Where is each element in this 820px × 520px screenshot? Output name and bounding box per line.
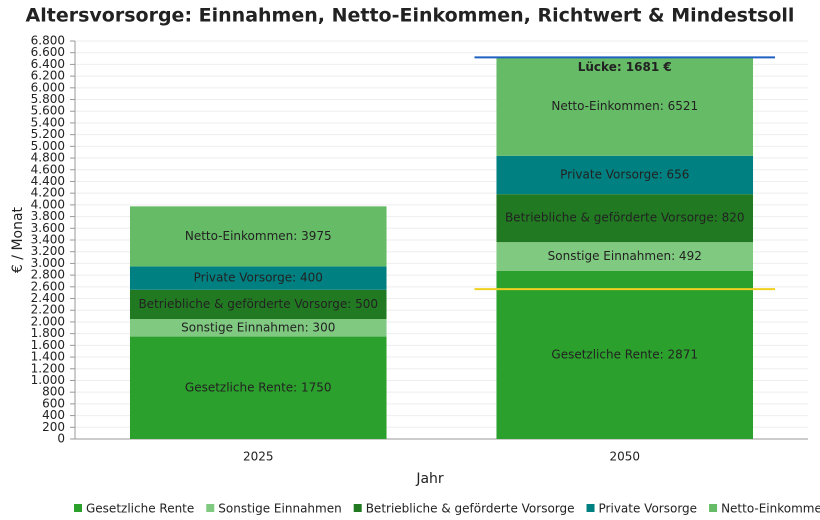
y-tick-label: 1.600: [31, 338, 65, 352]
chart-title: Altersvorsorge: Einnahmen, Netto-Einkomm…: [26, 5, 795, 27]
y-tick-label: 800: [42, 385, 65, 399]
y-tick-label: 2.400: [31, 291, 65, 305]
y-tick-label: 200: [42, 420, 65, 434]
y-tick-label: 4.000: [31, 197, 65, 211]
gap-label: Lücke: 1681 €: [578, 60, 672, 74]
data-label: Betriebliche & geförderte Vorsorge: 820: [505, 211, 745, 225]
y-tick-label: 6.200: [31, 69, 65, 83]
legend-swatch: [206, 504, 215, 512]
bar-segment: [129, 336, 387, 439]
y-tick-label: 4.600: [31, 162, 65, 176]
data-label: Netto-Einkommen: 3975: [185, 229, 332, 243]
y-tick-label: 4.400: [31, 174, 65, 188]
data-label: Sonstige Einnahmen: 300: [181, 320, 335, 334]
y-tick-label: 1.800: [31, 326, 65, 340]
legend-swatch: [586, 504, 595, 512]
bar-segment: [129, 206, 387, 267]
bar-segment: [496, 242, 754, 271]
y-tick-label: 6.600: [31, 45, 65, 59]
x-tick-label: 2050: [609, 450, 640, 464]
bar-segment: [496, 57, 754, 156]
legend-label: Netto-Einkommen: [721, 502, 820, 516]
y-tick-label: 400: [42, 408, 65, 422]
y-tick-label: 2.000: [31, 314, 65, 328]
x-tick-label: 2025: [243, 450, 274, 464]
legend-label: Private Vorsorge: [599, 502, 698, 516]
y-tick-label: 4.200: [31, 186, 65, 200]
bar-segment: [129, 289, 387, 320]
bar-segment: [496, 270, 754, 439]
legend-swatch: [74, 504, 82, 512]
legend-swatch: [353, 504, 362, 512]
data-label: Private Vorsorge: 400: [194, 271, 323, 285]
legend-label: Betriebliche & geförderte Vorsorge: [366, 502, 575, 516]
y-tick-label: 4.800: [31, 151, 65, 165]
legend-label: Gesetzliche Rente: [86, 502, 194, 516]
legend-label: Sonstige Einnahmen: [218, 502, 341, 516]
y-tick-label: 3.800: [31, 209, 65, 223]
y-tick-label: 1.000: [31, 373, 65, 387]
y-tick-label: 5.800: [31, 92, 65, 106]
data-label: Sonstige Einnahmen: 492: [548, 249, 702, 263]
data-label: Private Vorsorge: 656: [560, 167, 689, 181]
y-tick-label: 2.800: [31, 268, 65, 282]
y-tick-label: 6.800: [31, 34, 65, 48]
y-tick-label: 6.400: [31, 57, 65, 71]
y-tick-label: 5.400: [31, 115, 65, 129]
y-axis-label: € / Monat: [10, 206, 26, 273]
y-tick-label: 5.600: [31, 104, 65, 118]
y-tick-label: 3.000: [31, 256, 65, 270]
bar-segment: [129, 319, 387, 337]
bar-segment: [496, 155, 754, 195]
x-axis-label: Jahr: [415, 471, 444, 487]
y-tick-label: 3.200: [31, 244, 65, 258]
y-tick-label: 600: [42, 396, 65, 410]
y-tick-label: 2.600: [31, 279, 65, 293]
bar-segment: [129, 266, 387, 290]
y-tick-label: 5.000: [31, 139, 65, 153]
bar-segment: [496, 194, 754, 243]
y-tick-label: 2.200: [31, 303, 65, 317]
y-tick-label: 3.400: [31, 233, 65, 247]
y-tick-label: 5.200: [31, 127, 65, 141]
data-label: Gesetzliche Rente: 2871: [551, 347, 698, 361]
legend-swatch: [709, 504, 718, 512]
data-label: Betriebliche & geförderte Vorsorge: 500: [138, 297, 378, 311]
data-label: Netto-Einkommen: 6521: [551, 99, 698, 113]
y-tick-label: 1.400: [31, 350, 65, 364]
data-label: Gesetzliche Rente: 1750: [185, 380, 332, 394]
y-tick-label: 0: [57, 432, 65, 446]
y-tick-label: 3.600: [31, 221, 65, 235]
y-tick-label: 6.000: [31, 80, 65, 94]
y-tick-label: 1.200: [31, 361, 65, 375]
